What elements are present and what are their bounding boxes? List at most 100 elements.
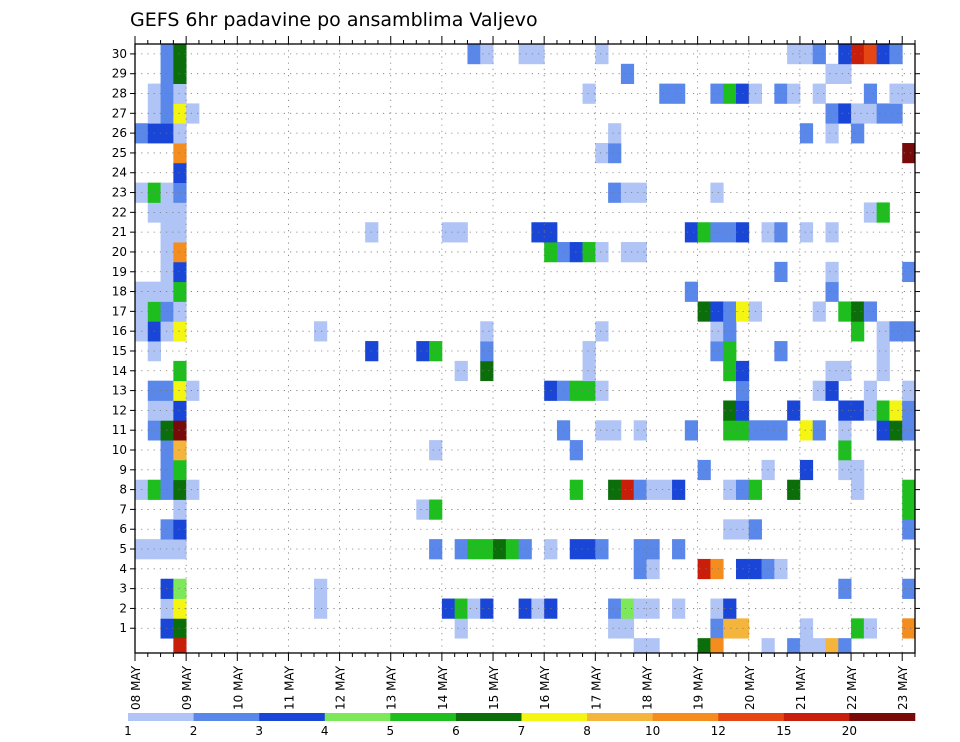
heatmap-cell-m11-t3 — [173, 420, 187, 441]
heatmap-cell-m17-t44 — [697, 301, 711, 322]
heatmap-cell-m14-t25 — [454, 360, 468, 382]
x-tick-label-6: 14 MAY — [436, 665, 450, 710]
heatmap-cell-m12-t58 — [876, 400, 890, 421]
heatmap-cell-m23-t37 — [608, 182, 622, 203]
heatmap-cell-m4-t45 — [710, 558, 724, 580]
y-tick-label-7: 7 — [119, 502, 127, 516]
y-tick-label-10: 10 — [112, 443, 127, 457]
heatmap-cell-m24-t3 — [173, 162, 187, 184]
heatmap-cell-m2-t31 — [531, 598, 545, 619]
heatmap-cell-m1-t45 — [710, 618, 724, 639]
heatmap-cell-m29-t54 — [825, 63, 839, 84]
heatmap-cell-m10-t23 — [429, 440, 443, 461]
heatmap-cell-m2-t26 — [467, 598, 481, 619]
heatmap-cell-m5-t39 — [633, 539, 647, 560]
heatmap-cell-m28-t3 — [173, 83, 187, 104]
heatmap-cell-m16-t58 — [876, 321, 890, 342]
heatmap-cell-m30-t30 — [518, 44, 532, 65]
heatmap-cell-m23-t38 — [620, 182, 635, 203]
heatmap-cell-m5-t26 — [467, 539, 481, 560]
y-axis-ticks: 1234567891011121314151617181920212223242… — [112, 47, 920, 635]
y-tick-label-24: 24 — [112, 166, 127, 180]
heatmap-cell-m14-t46 — [723, 360, 737, 382]
heatmap-cell-m10-t3 — [173, 440, 187, 461]
heatmap-cell-m0-t45 — [710, 638, 724, 654]
heatmap-cell-m2-t39 — [633, 598, 647, 619]
heatmap-cell-m5-t35 — [582, 539, 596, 560]
heatmap-cells — [135, 44, 916, 654]
y-tick-label-23: 23 — [112, 186, 127, 200]
heatmap-cell-m11-t60 — [902, 420, 916, 441]
heatmap-cell-m14-t35 — [582, 360, 596, 382]
y-tick-label-4: 4 — [119, 562, 127, 576]
heatmap-cell-m1-t46 — [723, 618, 737, 639]
colorbar-label-10: 10 — [645, 724, 660, 738]
heatmap-cell-m2-t38 — [620, 598, 635, 619]
colorbar-swatch-8 — [587, 713, 653, 721]
heatmap-cell-m2-t14 — [314, 598, 328, 619]
heatmap-cell-m0-t3 — [173, 638, 187, 654]
heatmap-cell-m0-t52 — [799, 638, 814, 654]
heatmap-cell-m10-t55 — [838, 440, 852, 461]
y-tick-label-16: 16 — [112, 324, 127, 338]
heatmap-cell-m30-t3 — [173, 44, 187, 65]
heatmap-cell-m15-t58 — [876, 341, 890, 362]
y-tick-label-26: 26 — [112, 126, 127, 140]
heatmap-cell-m12-t57 — [863, 400, 878, 421]
heatmap-cell-m7-t3 — [173, 499, 187, 520]
heatmap-cell-m9-t3 — [173, 459, 187, 481]
colorbar-swatch-12 — [849, 713, 916, 721]
heatmap-cell-m21-t52 — [799, 222, 814, 243]
heatmap-cell-m9-t55 — [838, 459, 852, 481]
y-tick-label-9: 9 — [119, 463, 127, 477]
heatmap-cell-m12-t3 — [173, 400, 187, 421]
heatmap-cell-m13-t35 — [582, 380, 596, 401]
heatmap-cell-m16-t45 — [710, 321, 724, 342]
heatmap-cell-m27-t59 — [889, 103, 903, 124]
heatmap-cell-m17-t46 — [723, 301, 737, 322]
heatmap-cell-m16-t60 — [902, 321, 916, 342]
x-tick-label-14: 22 MAY — [845, 665, 859, 710]
heatmap-cell-m12-t47 — [735, 400, 750, 421]
heatmap-cell-m8-t51 — [787, 479, 801, 500]
heatmap-cell-m0-t44 — [697, 638, 711, 654]
heatmap-cell-m30-t58 — [876, 44, 890, 65]
x-tick-label-3: 11 MAY — [282, 665, 296, 710]
x-tick-label-12: 20 MAY — [743, 665, 757, 710]
heatmap-cell-m17-t57 — [863, 301, 878, 322]
x-tick-label-11: 19 MAY — [692, 665, 706, 710]
heatmap-cell-m21-t45 — [710, 222, 724, 243]
heatmap-cell-m25-t36 — [595, 143, 609, 164]
heatmap-cell-m27-t54 — [825, 103, 839, 124]
y-tick-label-22: 22 — [112, 205, 127, 219]
heatmap-cell-m13-t54 — [825, 380, 839, 401]
heatmap-cell-m20-t38 — [620, 242, 635, 263]
heatmap-cell-m21-t54 — [825, 222, 839, 243]
heatmap-cell-m16-t46 — [723, 321, 737, 342]
heatmap-cell-m1-t47 — [735, 618, 750, 639]
heatmap-cell-m26-t3 — [173, 123, 187, 144]
heatmap-cell-m1-t38 — [620, 618, 635, 639]
heatmap-cell-m15-t23 — [429, 341, 443, 362]
heatmap-cell-m28-t57 — [863, 83, 878, 104]
heatmap-cell-m8-t39 — [633, 479, 647, 500]
heatmap-cell-m8-t38 — [620, 479, 635, 500]
heatmap-cell-m30-t31 — [531, 44, 545, 65]
heatmap-cell-m15-t35 — [582, 341, 596, 362]
heatmap-cell-m2-t27 — [480, 598, 494, 619]
heatmap-cell-m5-t40 — [646, 539, 660, 560]
heatmap-cell-m17-t55 — [838, 301, 852, 322]
heatmap-cell-m17-t45 — [710, 301, 724, 322]
colorbar-label-5: 5 — [387, 724, 395, 738]
heatmap-cell-m15-t45 — [710, 341, 724, 362]
heatmap-cell-m19-t54 — [825, 261, 839, 283]
heatmap-cell-m9-t52 — [799, 459, 814, 481]
heatmap-cell-m21-t24 — [441, 222, 456, 243]
heatmap-cell-m1-t60 — [902, 618, 916, 639]
heatmap-cell-m6-t47 — [735, 519, 750, 540]
heatmap-cell-m2-t3 — [173, 598, 187, 619]
heatmap-cell-m11-t43 — [684, 420, 699, 441]
colorbar-label-3: 3 — [255, 724, 263, 738]
y-tick-label-27: 27 — [112, 106, 127, 120]
x-tick-label-10: 18 MAY — [640, 665, 654, 710]
